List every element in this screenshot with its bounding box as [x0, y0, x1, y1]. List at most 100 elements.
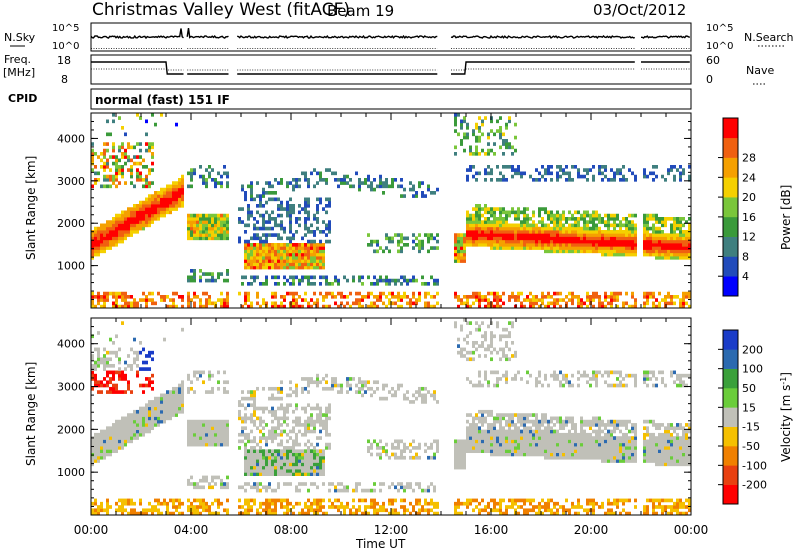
velocity-cell-242 — [127, 426, 130, 431]
power-cell-274 — [130, 168, 133, 172]
power-cell-705 — [223, 298, 226, 302]
velocity-cell-403 — [157, 413, 160, 417]
power-cell-700 — [220, 184, 223, 189]
velocity-cell-91 — [103, 383, 106, 388]
velocity-cell-1057 — [286, 465, 289, 470]
velocity-cell-826 — [253, 449, 256, 454]
power-cell-262 — [130, 233, 133, 237]
power-cell-507 — [178, 178, 181, 182]
velocity-cell-1924 — [499, 429, 502, 434]
power-cell-308 — [136, 168, 139, 172]
power-cell-2405 — [592, 220, 595, 224]
power-cell-2032 — [523, 213, 526, 218]
velocity-cell-1298 — [319, 406, 322, 411]
power-cell-1858 — [496, 236, 499, 241]
power-cell-471 — [169, 187, 172, 192]
velocity-cell-808 — [250, 419, 253, 424]
velocity-cell-528 — [190, 482, 193, 486]
power-cell-1274 — [322, 249, 325, 254]
power-cell-619 — [205, 233, 208, 237]
velocity-cell-1364 — [337, 390, 340, 394]
power-cell-2389 — [589, 217, 592, 221]
power-cell-2100 — [538, 230, 541, 234]
velocity-cell-679 — [217, 380, 220, 385]
velocity-cell-581 — [199, 436, 202, 440]
velocity-cell-1120 — [295, 439, 298, 444]
power-cell-1506 — [412, 278, 415, 283]
power-cell-1798 — [487, 217, 490, 221]
power-cell-790 — [250, 304, 253, 309]
power-cell-1557 — [430, 295, 433, 299]
velocity-cell-1606 — [427, 455, 430, 460]
power-cell-868 — [262, 265, 265, 270]
velocity-cell-1119 — [295, 442, 298, 447]
power-cell-401 — [151, 161, 154, 166]
power-cell-353 — [145, 213, 148, 218]
power-cell-158 — [115, 295, 118, 299]
power-cell-1307 — [328, 197, 331, 202]
power-cell-2594 — [628, 249, 631, 254]
velocity-cell-1013 — [280, 462, 283, 467]
velocity-cell-1834 — [487, 446, 490, 450]
power-cell-1370 — [364, 181, 367, 185]
velocity-cell-355 — [148, 416, 151, 421]
velocity-cell-993 — [277, 459, 280, 463]
power-cell-878 — [262, 226, 265, 231]
velocity-cell-1466 — [379, 452, 382, 457]
power-cell-2415 — [595, 246, 598, 250]
power-cell-1691 — [472, 220, 475, 224]
velocity-cell-1192 — [307, 488, 310, 493]
velocity-cell-141 — [112, 449, 115, 454]
velocity-cell-1944 — [502, 429, 505, 434]
power-cell-2462 — [604, 291, 607, 296]
velocity-cell-1019 — [280, 439, 283, 444]
power-cell-2482 — [607, 243, 610, 247]
power-cell-1945 — [508, 210, 511, 215]
power-cell-1224 — [313, 213, 316, 218]
power-cell-793 — [250, 275, 253, 280]
power-cell-2353 — [583, 217, 586, 221]
velocity-cell-369 — [151, 505, 154, 509]
velocity-cell-507 — [187, 508, 190, 513]
power-cell-1948 — [508, 142, 511, 146]
power-cell-937 — [271, 246, 274, 250]
power-cell-1921 — [505, 226, 508, 231]
power-cell-2138 — [544, 178, 547, 182]
velocity-cell-447 — [169, 416, 172, 421]
velocity-cell-188 — [118, 423, 121, 427]
power-cell-1375 — [367, 275, 370, 280]
velocity-cell-123 — [109, 452, 112, 457]
power-cell-411 — [154, 207, 157, 211]
power-cell-2218 — [559, 243, 562, 247]
power-cell-661 — [214, 301, 217, 306]
velocity-cell-103 — [106, 498, 109, 503]
velocity-cell-1934 — [499, 334, 502, 339]
power-cell-1149 — [304, 256, 307, 260]
velocity-cell-1162 — [301, 406, 304, 411]
velocity-cell-843 — [256, 485, 259, 490]
power-cell-1540 — [424, 301, 427, 306]
power-cell-1001 — [280, 213, 283, 218]
power-cell-225 — [124, 295, 127, 299]
velocity-cell-1823 — [484, 373, 487, 378]
power-cell-2813 — [673, 223, 676, 228]
power-cell-1668 — [469, 236, 472, 241]
power-cell-2226 — [559, 217, 562, 221]
velocity-cell-1782 — [478, 409, 481, 414]
velocity-cell-545 — [193, 482, 196, 486]
velocity-cell-1064 — [286, 439, 289, 444]
power-cell-463 — [169, 298, 172, 302]
velocity-cell-1321 — [325, 432, 328, 437]
velocity-cell-1108 — [295, 501, 298, 506]
power-cell-1963 — [511, 174, 514, 179]
power-cell-1815 — [490, 233, 493, 237]
power-cell-2225 — [559, 220, 562, 224]
power-cell-51 — [97, 178, 100, 182]
power-cell-2386 — [589, 230, 592, 234]
velocity-cell-394 — [154, 400, 157, 404]
velocity-cell-587 — [199, 373, 202, 378]
velocity-cell-632 — [208, 419, 211, 424]
power-cell-1314 — [334, 295, 337, 299]
velocity-cell-247 — [127, 386, 130, 391]
velocity-cell-71 — [100, 442, 103, 447]
